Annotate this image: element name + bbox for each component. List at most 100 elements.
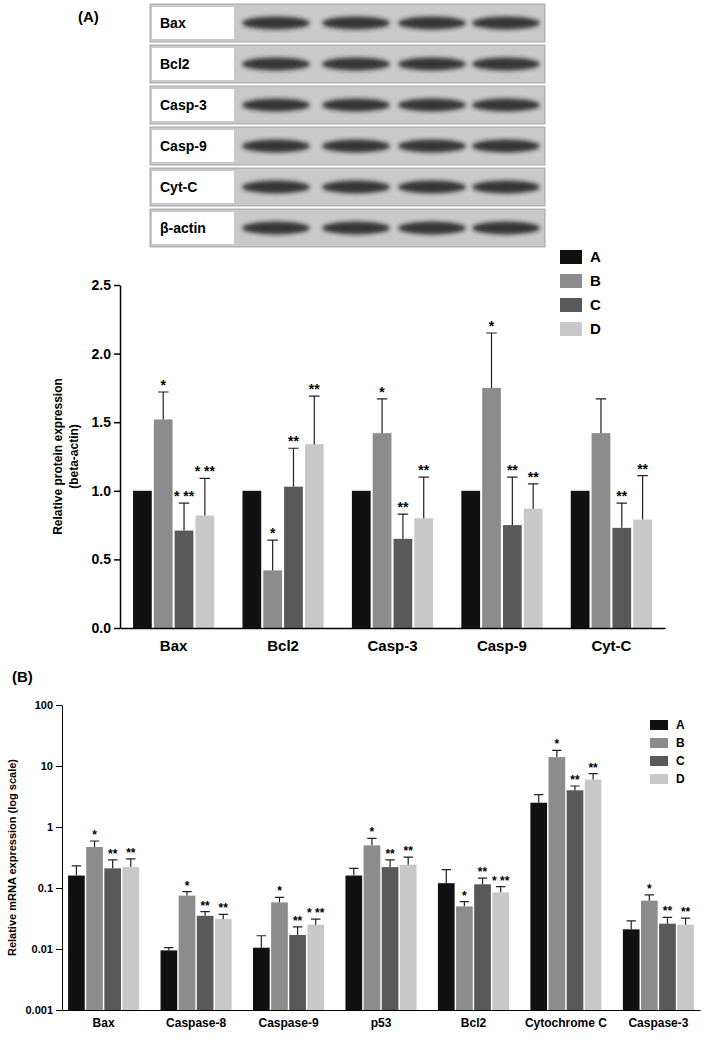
y-tick: 2.0: [92, 346, 120, 362]
significance-label: *: [160, 377, 166, 393]
panel-label: (B): [12, 668, 33, 685]
blot-row-label: Bcl2: [160, 56, 190, 72]
error-bar: [596, 399, 606, 433]
x-tick: Bax: [160, 637, 188, 654]
blot-band: [242, 181, 310, 194]
significance-label: **: [528, 469, 539, 485]
significance-label: **: [404, 844, 414, 858]
error-bar: [288, 448, 298, 486]
significance-label: * **: [174, 488, 195, 504]
x-tick-label: Bax: [93, 1016, 115, 1030]
bar: [456, 906, 473, 1010]
x-tick: Cyt-C: [591, 637, 631, 654]
blot-band: [242, 17, 310, 30]
bar: [400, 865, 417, 1010]
bar: [414, 518, 433, 628]
error-bar: [442, 870, 451, 884]
x-tick-label: Caspase-3: [628, 1016, 688, 1030]
x-tick-label: Caspase-9: [259, 1016, 319, 1030]
x-axis: BaxBcl2Casp-3Casp-9Cyt-C: [121, 629, 666, 654]
x-tick-label: p53: [371, 1016, 392, 1030]
blot-row-label: β-actin: [160, 220, 206, 236]
significance-label: *: [92, 828, 97, 842]
blot-strip: [150, 86, 545, 124]
legend: ABCD: [560, 248, 601, 337]
legend-label: A: [676, 718, 685, 732]
y-tick: 10: [41, 760, 62, 772]
error-bar: [404, 857, 413, 865]
blot-label-box: [152, 171, 234, 203]
y-tick: 2.5: [92, 277, 120, 293]
bar: [530, 803, 547, 1010]
y-tick-label: 0.5: [92, 551, 112, 567]
blot-row-label: Cyt-C: [160, 179, 197, 195]
bar: [271, 902, 288, 1010]
legend-swatch: [560, 298, 582, 312]
bar: [195, 515, 214, 628]
bar: [503, 525, 522, 628]
x-tick-label: Bcl2: [461, 1016, 487, 1030]
y-axis-title-line: (beta-actin): [67, 424, 81, 489]
bar: [592, 433, 611, 628]
bar: [345, 876, 362, 1010]
bar: [474, 884, 491, 1010]
plot-area: [68, 750, 694, 1010]
significance-label: *: [185, 879, 190, 893]
y-tick-mark: [56, 1010, 62, 1011]
x-tick: Caspase-9: [259, 1016, 319, 1030]
y-tick-label: 2.0: [92, 346, 112, 362]
blot-strip: [150, 209, 545, 247]
bar: [571, 491, 590, 628]
bar: [86, 847, 103, 1010]
significance-label: **: [588, 761, 598, 775]
y-tick-mark: [56, 766, 62, 767]
blot-band: [322, 58, 390, 71]
y-axis-line: [62, 706, 63, 1011]
significance-label: **: [418, 462, 429, 478]
legend-swatch: [650, 738, 668, 748]
legend: ABCD: [650, 718, 685, 786]
bar: [585, 780, 602, 1010]
x-axis-line: [121, 628, 666, 630]
x-tick: Cytochrome C: [525, 1016, 607, 1030]
y-axis-title: Relative protein expression(beta-actin): [51, 378, 81, 535]
bar: [492, 892, 509, 1010]
x-tick: Casp-9: [477, 637, 527, 654]
bar: [161, 950, 178, 1010]
blot-band: [472, 140, 540, 153]
x-tick: Caspase-8: [166, 1016, 226, 1030]
significance-label: * **: [195, 463, 216, 479]
significance-label: **: [126, 846, 136, 860]
significance-label: *: [647, 882, 652, 896]
significance-label: **: [637, 461, 648, 477]
x-axis: Bax Caspase-8 Caspase-9 p53 Bcl2 Cytochrome C…: [63, 1011, 701, 1030]
significance-label: *: [489, 318, 495, 334]
blot-band: [242, 99, 310, 112]
error-bar: [398, 514, 408, 539]
legend-swatch: [650, 756, 668, 766]
bar: [461, 491, 480, 628]
y-tick: 1: [47, 821, 62, 833]
y-tick-label: 1.5: [92, 414, 112, 430]
x-tick-label: Casp-3: [367, 637, 417, 654]
error-bar: [528, 484, 538, 509]
y-tick-mark: [114, 491, 120, 493]
y-axis: 0.0010.010.1110100: [25, 699, 62, 1016]
bar: [482, 388, 501, 628]
blot-row-label: Casp-3: [160, 97, 207, 113]
bar: [289, 935, 306, 1010]
y-tick-mark: [114, 285, 120, 287]
blot-band: [398, 181, 466, 194]
significance-label: **: [200, 899, 210, 913]
y-tick-mark: [114, 559, 120, 561]
blot-band: [398, 140, 466, 153]
significance-label: **: [663, 904, 673, 918]
bar: [104, 868, 121, 1010]
x-tick: Bcl2: [461, 1016, 487, 1030]
blot-band: [472, 181, 540, 194]
significance-label: **: [616, 488, 627, 504]
significance-label: **: [108, 847, 118, 861]
legend-label: C: [590, 296, 601, 313]
y-tick-mark: [114, 353, 120, 355]
significance-label: **: [570, 773, 580, 787]
